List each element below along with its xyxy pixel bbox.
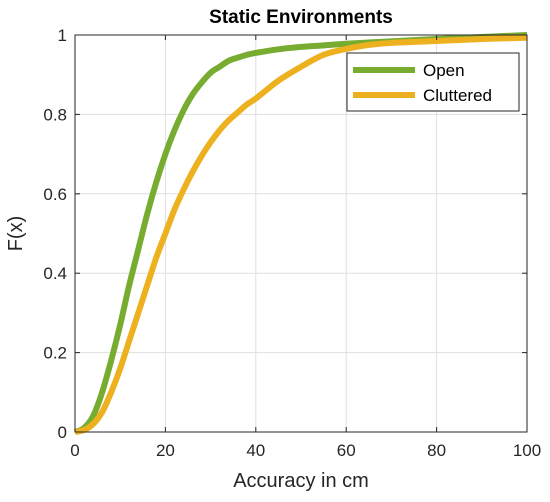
y-tick-label: 0.8	[43, 105, 67, 124]
legend-box	[346, 52, 520, 112]
series-line-cluttered	[74, 34, 528, 435]
y-tick-label: 0.6	[43, 185, 67, 204]
x-tick-label: 0	[70, 441, 79, 460]
axes-box	[74, 34, 528, 433]
x-tick-label: 100	[513, 441, 541, 460]
x-tick-label: 80	[427, 441, 446, 460]
series-layer	[73, 32, 528, 435]
y-tick-label: 1	[58, 26, 67, 45]
x-axis-label: Accuracy in cm	[233, 470, 369, 492]
chart-title: Static Environments	[209, 7, 393, 28]
y-axis-label: F(x)	[5, 216, 27, 252]
legend-label-cluttered: Cluttered	[423, 86, 492, 105]
series-line-open	[73, 32, 528, 435]
x-tick-label: 60	[337, 441, 356, 460]
legend-label-open: Open	[423, 61, 465, 80]
legend: Open Cluttered	[346, 52, 520, 112]
x-tick-label: 20	[156, 441, 175, 460]
ticks: 0 20 40 60 80 100 0 0.2 0.4 0.6 0.8 1	[43, 26, 541, 460]
x-tick-label: 40	[246, 441, 265, 460]
y-tick-label: 0.4	[43, 264, 67, 283]
y-tick-label: 0.2	[43, 344, 67, 363]
y-tick-label: 0	[58, 423, 67, 442]
